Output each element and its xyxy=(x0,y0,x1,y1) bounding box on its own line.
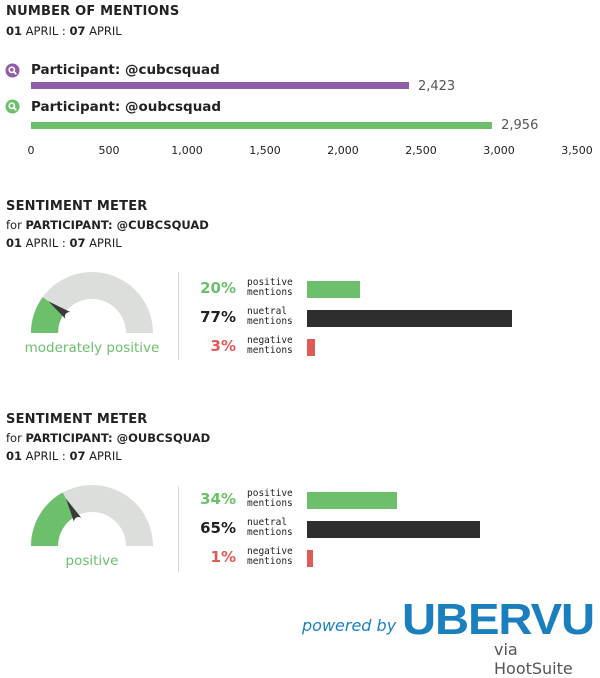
sentiment2-date-start: 01 xyxy=(6,449,23,463)
sentiment2-gauge-fill xyxy=(31,492,76,546)
sentiment1-date-range: 01 APRIL : 07 APRIL xyxy=(6,236,122,250)
mentions-date-end-month: APRIL xyxy=(89,24,122,38)
x-tick-label: 0 xyxy=(27,144,35,157)
powered-by-text: powered by xyxy=(302,616,397,635)
sentiment2-neutral-percent: 65% xyxy=(200,519,236,537)
sentiment2-negative-label: negative mentions xyxy=(247,547,293,567)
sentiment1-neutral-percent: 77% xyxy=(200,308,236,326)
x-tick-label: 3,500 xyxy=(561,144,593,157)
sentiment1-date-end-month: APRIL xyxy=(89,236,122,250)
sentiment1-date-start: 01 xyxy=(6,236,23,250)
sentiment1-neutral-bar xyxy=(307,310,512,327)
search-icon xyxy=(5,63,20,78)
sentiment2-positive-label: positive mentions xyxy=(247,489,293,509)
x-tick-label: 3,000 xyxy=(483,144,515,157)
sentiment2-neutral-label-line1: nuetral xyxy=(247,517,288,528)
mentions-date-range: 01 APRIL : 07 APRIL xyxy=(6,24,122,38)
x-tick-label: 500 xyxy=(98,144,120,157)
sentiment2-negative-label-line1: negative xyxy=(247,546,293,557)
mentions-value-cubcsquad: 2,423 xyxy=(417,79,456,94)
sentiment1-gauge-fill xyxy=(31,297,65,333)
sentiment1-negative-label-line1: negative xyxy=(247,335,293,346)
via-hootsuite-text: via HootSuite xyxy=(494,640,573,678)
sentiment1-positive-label-line1: positive xyxy=(247,277,293,288)
sentiment2-date-end: 07 xyxy=(69,449,86,463)
sentiment1-subtitle: for PARTICIPANT: @CUBCSQUAD xyxy=(6,218,209,232)
sentiment2-neutral-label: nuetral mentions xyxy=(247,518,293,538)
sentiment2-negative-bar xyxy=(307,550,313,567)
sentiment2-participant: PARTICIPANT: @OUBCSQUAD xyxy=(25,431,211,445)
search-icon xyxy=(5,99,20,114)
sentiment1-negative-label-line2: mentions xyxy=(247,345,293,356)
sentiment1-neutral-label: nuetral mentions xyxy=(247,307,293,327)
sentiment2-gauge-caption: positive xyxy=(65,553,119,569)
ubervu-logo: UBERVU xyxy=(402,595,595,638)
sentiment2-positive-bar xyxy=(307,492,398,509)
sentiment1-gauge xyxy=(31,272,153,333)
sentiment2-title: SENTIMENT METER xyxy=(6,412,148,427)
x-tick-label: 1,000 xyxy=(171,144,203,157)
mentions-date-end: 07 xyxy=(69,24,86,38)
sentiment2-gauge xyxy=(31,485,153,546)
sentiment2-date-start-month: APRIL xyxy=(25,449,59,463)
sentiment1-positive-label: positive mentions xyxy=(247,278,293,298)
sentiment1-neutral-label-line2: mentions xyxy=(247,316,293,327)
x-tick-label: 1,500 xyxy=(249,144,281,157)
sentiment1-positive-bar xyxy=(307,281,361,298)
series-label-oubcsquad: Participant: @oubcsquad xyxy=(31,99,222,115)
mentions-date-start: 01 xyxy=(6,24,23,38)
svg-text:UBERVU: UBERVU xyxy=(402,595,594,638)
x-tick-label: 2,500 xyxy=(405,144,437,157)
sentiment1-negative-percent: 3% xyxy=(210,337,236,355)
sentiment2-positive-label-line1: positive xyxy=(247,488,293,499)
mentions-date-start-month: APRIL xyxy=(25,24,59,38)
sentiment2-neutral-label-line2: mentions xyxy=(247,527,293,538)
sentiment2-neutral-bar xyxy=(307,521,480,538)
mentions-value-oubcsquad: 2,956 xyxy=(501,118,539,133)
sentiment2-negative-percent: 1% xyxy=(210,548,236,566)
mentions-bar-cubcsquad xyxy=(31,82,409,89)
sentiment1-negative-label: negative mentions xyxy=(247,336,293,356)
mentions-date-sep: : xyxy=(61,24,66,38)
sentiment1-date-end: 07 xyxy=(69,236,86,250)
sentiment1-title: SENTIMENT METER xyxy=(6,199,148,214)
sentiment1-divider xyxy=(178,272,179,360)
x-tick-label: 2,000 xyxy=(327,144,359,157)
sentiment2-date-end-month: APRIL xyxy=(89,449,122,463)
sentiment1-date-start-month: APRIL xyxy=(25,236,59,250)
sentiment2-date-sep: : xyxy=(61,449,66,463)
sentiment1-gauge-caption: moderately positive xyxy=(24,340,160,356)
sentiment2-positive-label-line2: mentions xyxy=(247,498,293,509)
sentiment2-positive-percent: 34% xyxy=(200,490,236,508)
sentiment2-divider xyxy=(178,486,179,572)
sentiment1-neutral-label-line1: nuetral xyxy=(247,306,288,317)
sentiment2-gauge-needle xyxy=(65,498,83,524)
sentiment2-negative-label-line2: mentions xyxy=(247,556,293,567)
sentiment2-subtitle: for PARTICIPANT: @OUBCSQUAD xyxy=(6,431,210,445)
sentiment1-positive-percent: 20% xyxy=(200,279,236,297)
sentiment1-negative-bar xyxy=(307,339,315,356)
sentiment1-gauge-needle xyxy=(48,301,72,321)
mentions-bar-oubcsquad xyxy=(31,122,493,129)
sentiment1-participant: PARTICIPANT: @CUBCSQUAD xyxy=(25,218,209,232)
sentiment1-positive-label-line2: mentions xyxy=(247,287,293,298)
sentiment2-date-range: 01 APRIL : 07 APRIL xyxy=(6,449,122,463)
mentions-title: NUMBER OF MENTIONS xyxy=(6,4,180,19)
sentiment1-for: for xyxy=(6,218,22,232)
sentiment1-date-sep: : xyxy=(61,236,66,250)
sentiment2-for: for xyxy=(6,431,22,445)
series-label-cubcsquad: Participant: @cubcsquad xyxy=(31,62,220,78)
